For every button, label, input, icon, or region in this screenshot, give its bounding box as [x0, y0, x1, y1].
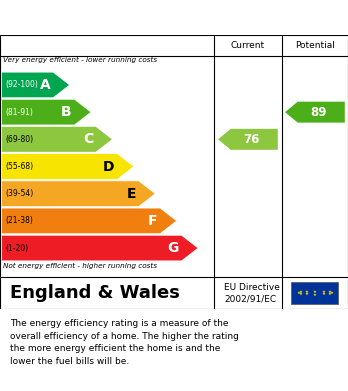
Text: Very energy efficient - lower running costs: Very energy efficient - lower running co… — [3, 57, 158, 63]
Text: ★: ★ — [299, 292, 303, 296]
Text: ★: ★ — [321, 292, 325, 296]
Text: G: G — [167, 241, 179, 255]
Text: ★: ★ — [313, 290, 317, 294]
Text: (21-38): (21-38) — [5, 216, 33, 225]
Text: ★: ★ — [305, 292, 309, 296]
Text: EU Directive
2002/91/EC: EU Directive 2002/91/EC — [224, 283, 280, 303]
Polygon shape — [2, 127, 112, 152]
Text: England & Wales: England & Wales — [10, 284, 180, 302]
Bar — [291, 282, 338, 304]
Text: Current: Current — [231, 41, 265, 50]
Text: ★: ★ — [313, 292, 317, 296]
Text: 76: 76 — [243, 133, 260, 146]
Text: (39-54): (39-54) — [5, 189, 33, 198]
Text: C: C — [83, 132, 93, 146]
Text: (81-91): (81-91) — [5, 108, 33, 117]
Polygon shape — [2, 72, 70, 98]
Text: Energy Efficiency Rating: Energy Efficiency Rating — [10, 10, 220, 25]
Text: ★: ★ — [327, 290, 331, 294]
Polygon shape — [2, 235, 198, 261]
Text: (55-68): (55-68) — [5, 162, 33, 171]
Polygon shape — [2, 154, 134, 179]
Text: 89: 89 — [310, 106, 327, 118]
Text: A: A — [40, 78, 50, 92]
Text: (92-100): (92-100) — [5, 81, 38, 90]
Text: The energy efficiency rating is a measure of the
overall efficiency of a home. T: The energy efficiency rating is a measur… — [10, 319, 239, 366]
Polygon shape — [2, 181, 155, 206]
Text: Not energy efficient - higher running costs: Not energy efficient - higher running co… — [3, 263, 158, 269]
Polygon shape — [2, 208, 176, 234]
Text: ★: ★ — [296, 291, 300, 295]
Text: D: D — [103, 160, 114, 174]
Text: Potential: Potential — [295, 41, 335, 50]
Text: F: F — [148, 214, 157, 228]
Polygon shape — [2, 99, 91, 125]
Text: (69-80): (69-80) — [5, 135, 33, 144]
Text: ★: ★ — [327, 292, 331, 296]
Text: E: E — [126, 187, 136, 201]
Text: (1-20): (1-20) — [5, 244, 28, 253]
Text: ★: ★ — [330, 291, 333, 295]
Polygon shape — [218, 129, 278, 150]
Text: ★: ★ — [321, 290, 325, 294]
Text: ★: ★ — [305, 290, 309, 294]
Text: B: B — [61, 105, 72, 119]
Polygon shape — [285, 102, 345, 123]
Text: ★: ★ — [299, 290, 303, 294]
